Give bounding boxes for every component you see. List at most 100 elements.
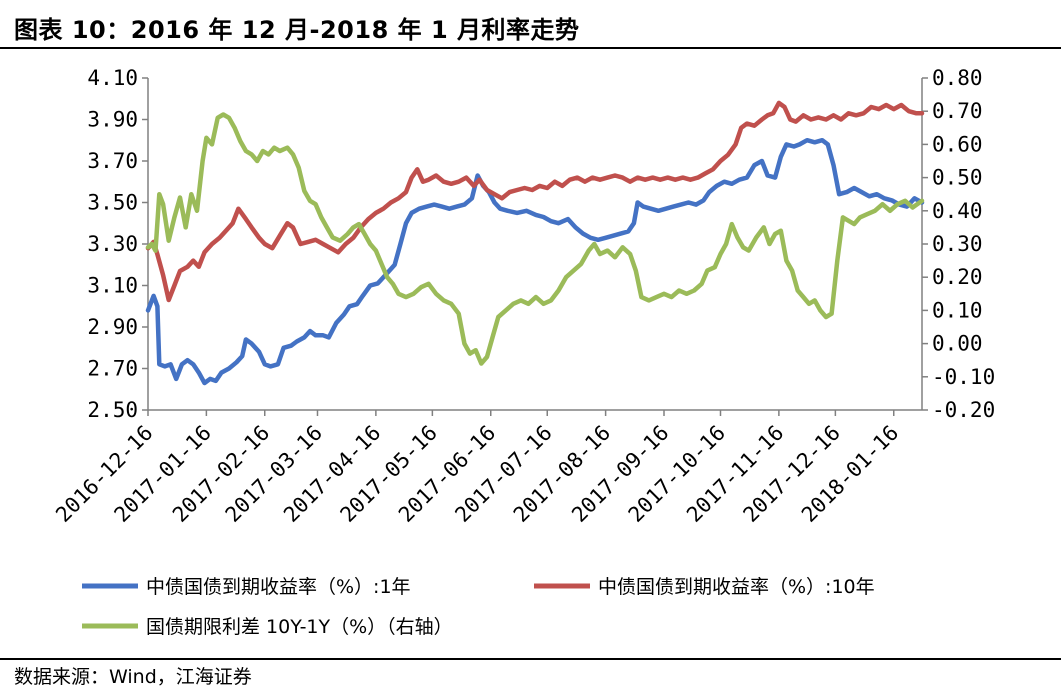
data-point — [161, 273, 165, 277]
data-point — [700, 282, 703, 285]
data-point — [632, 222, 636, 225]
data-point — [297, 166, 300, 169]
data-point — [367, 217, 370, 221]
data-point — [410, 176, 413, 179]
data-point — [186, 265, 189, 268]
data-point — [809, 118, 813, 121]
data-point — [457, 180, 460, 183]
data-point — [579, 262, 583, 266]
y-right-tick-label: -0.20 — [932, 398, 995, 422]
data-point — [404, 222, 408, 225]
data-point — [572, 269, 575, 272]
data-point — [724, 242, 728, 246]
data-point — [227, 116, 231, 120]
data-point — [244, 338, 248, 341]
data-point — [896, 203, 899, 206]
data-point — [593, 242, 596, 246]
data-point — [427, 178, 430, 181]
data-point — [664, 207, 668, 210]
data-point — [337, 251, 340, 254]
data-point — [830, 312, 833, 315]
data-point — [627, 230, 630, 233]
data-point — [644, 178, 647, 181]
data-point — [576, 176, 579, 179]
data-point — [256, 159, 259, 163]
data-point — [606, 176, 609, 179]
data-point — [779, 155, 782, 158]
data-point — [201, 159, 204, 163]
series-line-0 — [145, 137, 925, 386]
data-point — [369, 242, 372, 246]
data-point — [225, 228, 229, 231]
data-point — [434, 292, 438, 295]
data-point — [169, 363, 172, 366]
data-point — [295, 340, 298, 343]
data-point — [860, 190, 863, 194]
data-point — [711, 168, 715, 171]
data-point — [666, 176, 669, 179]
data-point — [493, 201, 496, 204]
data-point — [163, 365, 167, 368]
data-point — [463, 342, 466, 345]
data-point — [386, 276, 389, 279]
data-point — [655, 295, 658, 299]
data-point — [853, 186, 856, 190]
data-point — [523, 186, 526, 190]
data-point — [190, 193, 193, 196]
data-point — [278, 149, 281, 153]
data-point — [783, 105, 786, 109]
data-point — [920, 199, 924, 202]
data-point — [474, 349, 477, 352]
data-point — [890, 199, 894, 202]
chart-axes: 2.50 2.70 2.90 3.10 3.30 3.50 3.70 3.90 4.10 -0.2… — [51, 66, 995, 527]
data-point — [905, 205, 909, 208]
data-point — [192, 259, 195, 262]
data-point — [427, 282, 430, 285]
data-point — [404, 295, 408, 299]
data-point — [329, 247, 332, 250]
data-point — [450, 302, 453, 305]
legend-label: 中债国债到期收益率（%）:1年 — [146, 576, 411, 598]
data-point — [534, 213, 538, 217]
data-point — [289, 344, 293, 347]
data-point — [642, 205, 645, 208]
data-point — [824, 315, 828, 319]
data-point — [853, 222, 856, 226]
data-point — [873, 209, 877, 212]
data-point — [628, 252, 632, 256]
data-point — [491, 335, 494, 339]
data-point — [515, 188, 519, 192]
data-point — [352, 226, 355, 229]
data-point — [156, 305, 159, 308]
data-point — [719, 252, 722, 256]
data-point — [158, 363, 161, 366]
data-point — [257, 236, 261, 239]
data-point — [640, 295, 643, 299]
data-point — [583, 180, 587, 183]
y-right-tick-label: 0.70 — [932, 99, 983, 123]
data-point — [393, 263, 396, 266]
data-point — [269, 365, 272, 368]
data-point — [689, 178, 692, 181]
data-point — [868, 195, 871, 198]
data-point — [745, 122, 749, 125]
data-point — [472, 184, 475, 188]
y-left-tick-label: 3.10 — [87, 274, 138, 298]
data-point — [363, 232, 366, 236]
data-point — [321, 334, 325, 337]
data-point — [497, 315, 500, 319]
data-point — [659, 178, 662, 181]
data-point — [723, 180, 726, 183]
data-point — [636, 176, 639, 179]
data-point — [410, 211, 413, 215]
data-point — [802, 295, 805, 299]
data-point — [662, 292, 666, 295]
data-point — [755, 236, 758, 239]
data-point — [888, 209, 892, 212]
data-point — [636, 201, 639, 204]
y-right-tick-label: 0.60 — [932, 132, 983, 156]
data-point — [291, 153, 295, 156]
data-point — [173, 284, 176, 287]
y-right-tick-label: 0.10 — [932, 298, 983, 322]
data-point — [832, 163, 835, 167]
